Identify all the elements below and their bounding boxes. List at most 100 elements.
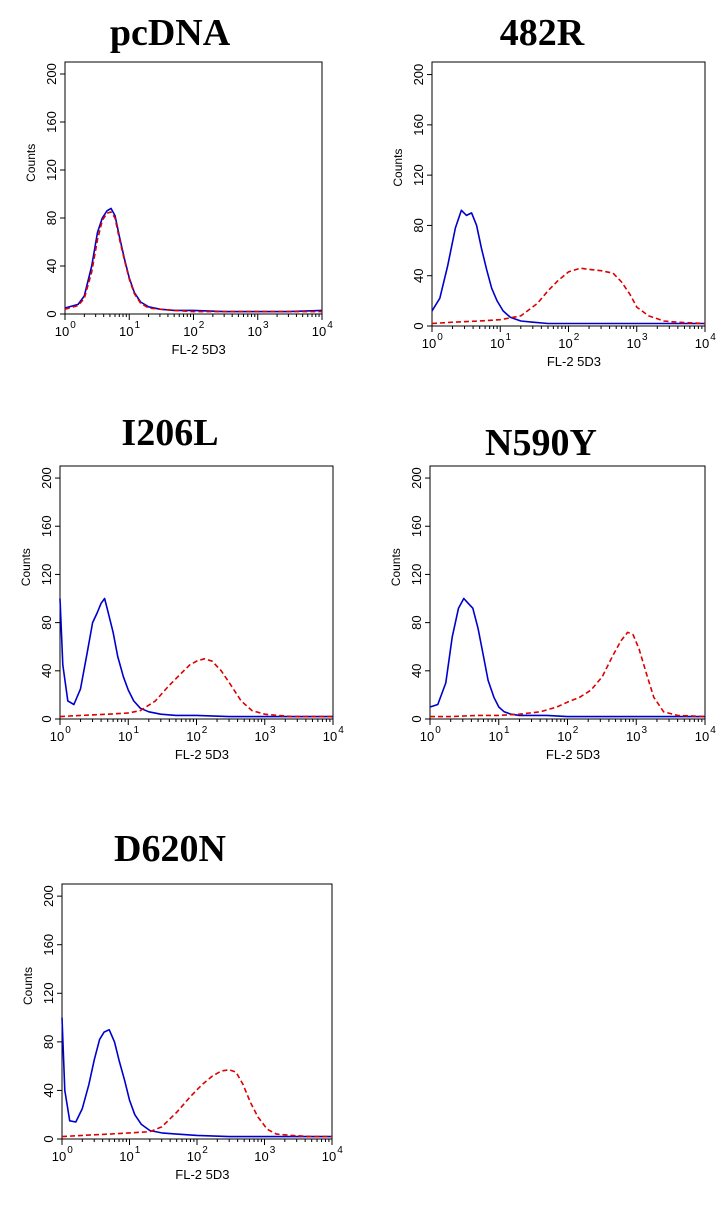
- x-tick-exponent: 2: [202, 1145, 208, 1156]
- x-tick-exponent: 2: [199, 320, 205, 331]
- x-tick-label: 10: [119, 324, 133, 339]
- y-tick-label: 80: [41, 1035, 56, 1049]
- x-tick-exponent: 3: [270, 1145, 276, 1156]
- y-tick-label: 0: [41, 1135, 56, 1142]
- y-tick-label: 40: [41, 1083, 56, 1097]
- y-tick-label: 120: [411, 164, 426, 186]
- chart-title: I206L: [121, 412, 219, 454]
- series-line-blue-solid: [431, 209, 705, 325]
- x-tick-label: 10: [422, 336, 436, 351]
- y-tick-label: 160: [44, 111, 59, 133]
- x-tick-exponent: 1: [135, 1145, 141, 1156]
- series-line-blue-solid: [59, 597, 333, 718]
- x-axis-label: FL-2 5D3: [175, 747, 229, 762]
- x-tick-label: 10: [254, 1149, 268, 1164]
- y-tick-label: 40: [411, 268, 426, 282]
- series-line-red-dashed: [430, 631, 706, 718]
- y-tick-label: 0: [409, 715, 424, 722]
- y-tick-label: 80: [409, 615, 424, 629]
- x-tick-label: 10: [695, 336, 709, 351]
- x-tick-label: 10: [626, 729, 640, 744]
- y-tick-label: 200: [411, 64, 426, 86]
- chart-panel-n590y: N590Y 0 40 80 120 160 200 Counts 10 0 10 1 10 2 10 3 10…: [370, 400, 716, 770]
- y-tick-label: 200: [41, 885, 56, 907]
- x-tick-label: 10: [248, 324, 262, 339]
- x-tick-label: 10: [187, 1149, 201, 1164]
- x-axis-label: FL-2 5D3: [547, 354, 601, 369]
- y-tick-label: 160: [39, 515, 54, 537]
- x-tick-label: 10: [312, 324, 326, 339]
- y-axis-label: Counts: [391, 149, 405, 187]
- y-tick-label: 80: [39, 615, 54, 629]
- series-line-red-dashed: [431, 267, 706, 325]
- x-tick-label: 10: [255, 729, 269, 744]
- plot-frame: [64, 61, 323, 315]
- y-axis-label: Counts: [389, 548, 403, 586]
- series-line-red-dashed: [61, 1069, 332, 1138]
- x-tick-exponent: 4: [337, 1145, 343, 1156]
- x-tick-exponent: 4: [710, 725, 716, 736]
- x-tick-label: 10: [322, 1149, 336, 1164]
- y-axis-label: Counts: [19, 548, 33, 586]
- chart-panel-i206l: I206L 0 40 80 120 160 200 Counts 10 0 10 1 10 2 10 3 10…: [0, 400, 344, 770]
- y-tick-label: 40: [44, 259, 59, 273]
- y-tick-label: 160: [411, 114, 426, 136]
- y-tick-label: 0: [44, 310, 59, 317]
- y-tick-label: 80: [411, 218, 426, 232]
- x-tick-exponent: 4: [710, 332, 716, 343]
- chart-panel-d620n: D620N 0 40 80 120 160 200 Counts 10 0 10 1 10 2 10 3 10…: [0, 816, 343, 1206]
- x-tick-exponent: 4: [338, 725, 344, 736]
- x-tick-label: 10: [119, 1149, 133, 1164]
- y-tick-label: 40: [39, 664, 54, 678]
- y-tick-label: 120: [41, 982, 56, 1004]
- x-tick-exponent: 3: [263, 320, 269, 331]
- y-tick-label: 160: [41, 934, 56, 956]
- x-tick-label: 10: [55, 324, 69, 339]
- x-tick-exponent: 0: [67, 1145, 73, 1156]
- plot-frame: [429, 465, 706, 720]
- x-tick-exponent: 0: [65, 725, 71, 736]
- chart-title: D620N: [114, 828, 226, 870]
- x-tick-exponent: 2: [573, 725, 579, 736]
- x-tick-label: 10: [627, 336, 641, 351]
- y-tick-label: 120: [44, 159, 59, 181]
- chart-panel-482r: 482R 0 40 80 120 160 200 Counts 10 0 10 1 10 2 10 3 10 4…: [372, 0, 716, 370]
- plot-frame: [59, 465, 334, 720]
- y-tick-label: 0: [411, 322, 426, 329]
- chart-title: 482R: [499, 12, 585, 54]
- y-axis-label: Counts: [24, 144, 38, 182]
- y-tick-label: 120: [409, 564, 424, 586]
- x-tick-exponent: 1: [504, 725, 510, 736]
- x-tick-exponent: 0: [435, 725, 441, 736]
- x-tick-label: 10: [52, 1149, 66, 1164]
- series-line-red-dashed: [64, 211, 322, 313]
- series-line-red-dashed: [59, 657, 333, 718]
- x-tick-label: 10: [489, 729, 503, 744]
- plot-frame: [61, 883, 333, 1140]
- y-tick-label: 120: [39, 564, 54, 586]
- x-tick-exponent: 1: [134, 320, 140, 331]
- x-tick-exponent: 1: [505, 332, 511, 343]
- x-tick-label: 10: [695, 729, 709, 744]
- chart-panel-pcdna: pcDNA 0 40 80 120 160 200 Counts 10 0 10 1 10 2 10 3 10…: [10, 0, 333, 370]
- series-line-blue-solid: [429, 597, 705, 718]
- x-tick-label: 10: [490, 336, 504, 351]
- x-tick-exponent: 3: [642, 332, 648, 343]
- x-tick-label: 10: [420, 729, 434, 744]
- y-tick-label: 160: [409, 515, 424, 537]
- chart-title: N590Y: [485, 422, 597, 464]
- series-line-blue-solid: [61, 1017, 332, 1138]
- x-tick-exponent: 3: [641, 725, 647, 736]
- y-tick-label: 80: [44, 211, 59, 225]
- x-tick-exponent: 0: [437, 332, 443, 343]
- x-tick-label: 10: [558, 336, 572, 351]
- x-tick-label: 10: [186, 729, 200, 744]
- x-tick-label: 10: [557, 729, 571, 744]
- x-tick-exponent: 0: [70, 320, 76, 331]
- y-tick-label: 200: [44, 63, 59, 85]
